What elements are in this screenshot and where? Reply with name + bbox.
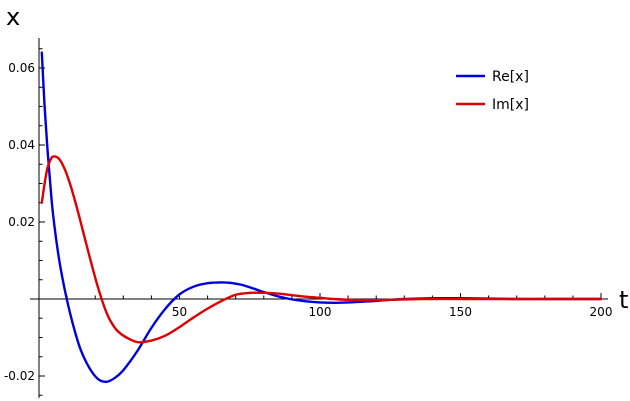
y-tick-label: -0.02 (4, 369, 35, 383)
y-tick-label: 0.02 (8, 215, 35, 229)
y-tick-label: 0.04 (8, 138, 35, 152)
series-layer (40, 51, 603, 384)
legend-label: Im[x] (492, 97, 529, 113)
x-axis-title: t (619, 286, 628, 314)
tick-labels: 50 100 150 200 -0.02 0.02 0.04 0.06 (4, 61, 613, 383)
legend: Re[x] Im[x] (456, 69, 529, 113)
y-tick-label: 0.06 (8, 61, 35, 75)
x-tick-label: 50 (172, 305, 187, 319)
x-tick-label: 150 (449, 305, 472, 319)
x-tick-label: 200 (590, 305, 613, 319)
series-line-im (40, 155, 603, 344)
x-tick-label: 100 (309, 305, 332, 319)
y-axis-title: x (6, 3, 20, 31)
legend-label: Re[x] (492, 69, 529, 85)
